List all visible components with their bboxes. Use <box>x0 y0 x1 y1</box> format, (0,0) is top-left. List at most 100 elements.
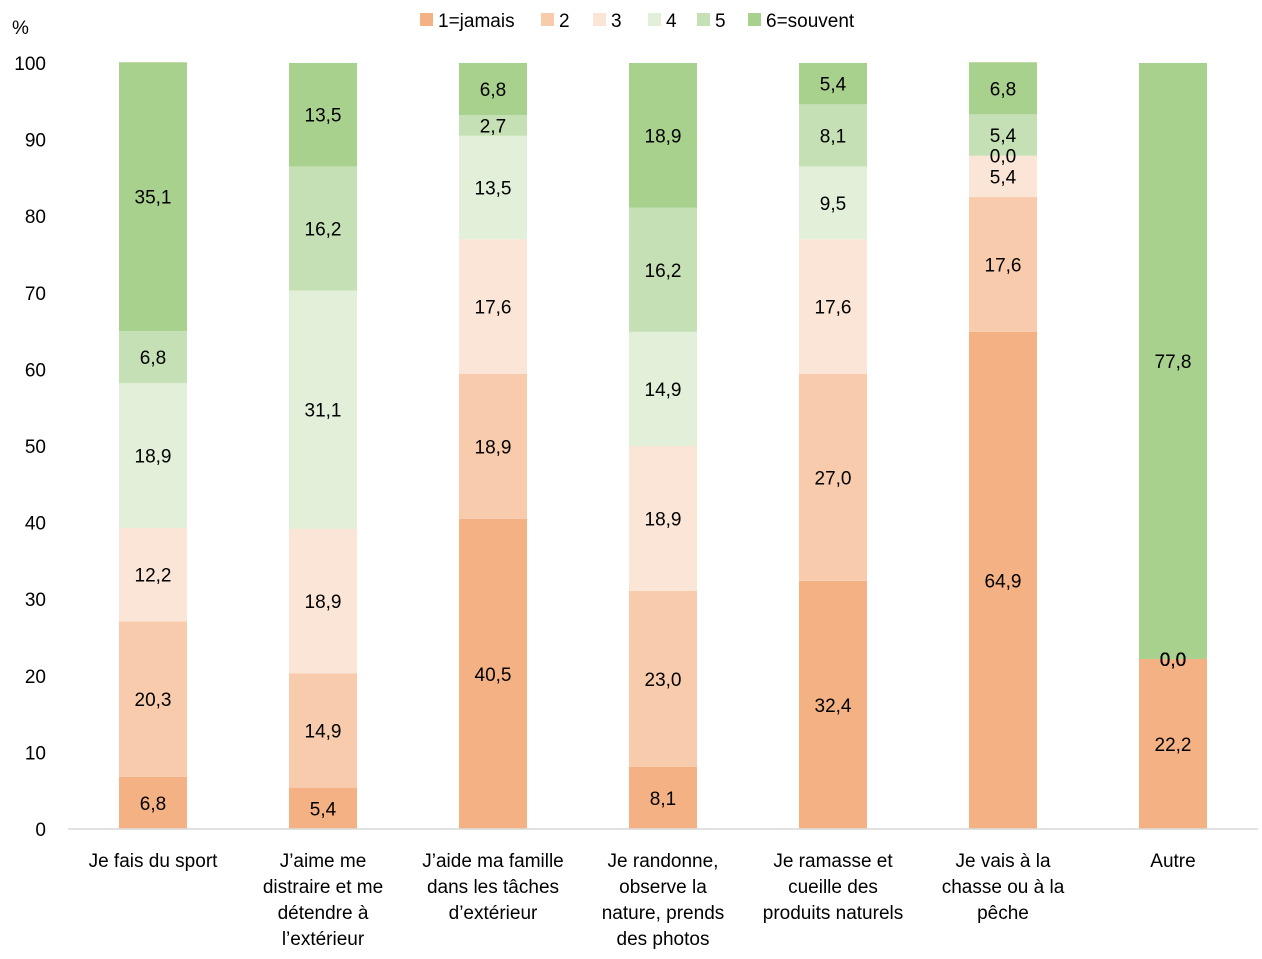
bar-segment <box>969 62 1037 115</box>
data-label: 22,2 <box>1155 735 1192 756</box>
bar-segment <box>629 331 697 446</box>
data-label: 77,8 <box>1155 352 1192 373</box>
data-label: 0,0 <box>1160 650 1186 671</box>
data-label: 18,9 <box>645 126 682 147</box>
y-tick-label: 30 <box>25 590 46 611</box>
bar-segment <box>119 621 187 777</box>
y-axis: 0 10 20 30 40 50 60 70 80 90 100 <box>14 54 46 841</box>
data-label: 14,9 <box>305 722 342 743</box>
data-label: 0,0 <box>1160 650 1186 671</box>
data-labels: 6,8 20,3 12,2 18,9 6,8 35,1 5,4 14,9 18,9 31,1 16,… <box>135 75 1192 821</box>
data-label: 5,4 <box>820 75 847 96</box>
bar-segment <box>799 239 867 374</box>
bar-segment <box>799 166 867 240</box>
bar-segment <box>969 197 1037 332</box>
legend-swatch <box>748 13 761 26</box>
x-category-label: Je vais à la chasse ou à la pêche <box>942 851 1065 924</box>
data-label: 18,9 <box>475 437 512 458</box>
bar-segment <box>289 290 357 529</box>
legend-swatch <box>648 13 661 26</box>
data-label: 8,1 <box>650 789 676 810</box>
data-label: 9,5 <box>820 194 846 215</box>
data-label: 5,4 <box>990 126 1017 147</box>
data-label: 18,9 <box>135 447 172 468</box>
bar-segment <box>799 104 867 167</box>
bar-segment <box>799 63 867 105</box>
bars <box>119 62 1207 829</box>
x-category-label: Je fais du sport <box>89 851 219 872</box>
bar-segment <box>289 528 357 674</box>
x-category-label: Je randonne, observe la nature, prends des … <box>602 851 725 950</box>
data-label: 27,0 <box>815 468 852 489</box>
y-tick-label: 0 <box>35 820 46 841</box>
legend-label: 1=jamais <box>438 11 515 32</box>
data-label: 12,2 <box>135 566 172 587</box>
data-label: 0,0 <box>990 147 1016 168</box>
bar-segment <box>1139 63 1207 659</box>
legend-label: 5 <box>715 11 726 32</box>
data-label: 16,2 <box>645 261 682 282</box>
bar-segment <box>629 63 697 208</box>
bar-segment <box>459 373 527 519</box>
y-tick-label: 70 <box>25 284 46 305</box>
legend-label: 6=souvent <box>766 11 855 32</box>
y-tick-label: 90 <box>25 131 46 152</box>
data-label: 6,8 <box>140 794 166 815</box>
data-label: 16,2 <box>305 219 342 240</box>
data-label: 40,5 <box>475 665 512 686</box>
y-tick-label: 40 <box>25 514 46 535</box>
data-label: 23,0 <box>645 670 682 691</box>
bar-segment <box>459 115 527 136</box>
bar-segment <box>969 331 1037 829</box>
data-label: 20,3 <box>135 690 172 711</box>
x-category-label: Autre <box>1150 851 1195 872</box>
bar-segment <box>459 518 527 829</box>
bar-segment <box>629 446 697 591</box>
bar-segment <box>629 590 697 767</box>
data-label: 32,4 <box>815 696 852 717</box>
data-label: 17,6 <box>985 255 1022 276</box>
bar-segment <box>289 673 357 788</box>
data-label: 17,6 <box>815 298 852 319</box>
data-label: 35,1 <box>135 188 172 209</box>
bar-segment <box>459 135 527 240</box>
y-tick-label: 50 <box>25 437 46 458</box>
x-category-label: J’aime me distraire et me détendre à l’exté… <box>263 851 383 950</box>
legend-label: 3 <box>611 11 622 32</box>
bar-segment <box>969 114 1037 156</box>
data-label: 5,4 <box>990 167 1017 188</box>
bar-segment <box>119 383 187 528</box>
data-label: 6,8 <box>990 79 1016 100</box>
data-label: 8,1 <box>820 126 846 147</box>
bar-segment <box>119 62 187 332</box>
data-label: 6,8 <box>140 348 166 369</box>
legend-swatch <box>541 13 554 26</box>
data-label: 17,6 <box>475 298 512 319</box>
bar-segment <box>289 166 357 291</box>
data-label: 6,8 <box>480 80 506 101</box>
data-label: 5,4 <box>310 799 337 820</box>
legend-swatch <box>593 13 606 26</box>
bar-segment <box>459 239 527 374</box>
data-label: 31,1 <box>305 401 342 422</box>
bar-segment <box>629 766 697 829</box>
data-label: 64,9 <box>985 571 1022 592</box>
bar-segment <box>119 776 187 829</box>
y-tick-label: 100 <box>14 54 46 75</box>
y-tick-label: 80 <box>25 207 46 228</box>
bar-segment <box>629 207 697 332</box>
data-label: 18,9 <box>645 509 682 530</box>
bar-segment <box>289 63 357 167</box>
bar-segment <box>799 373 867 581</box>
y-tick-label: 60 <box>25 360 46 381</box>
bar-segment <box>119 331 187 384</box>
bar-segment <box>1139 658 1207 829</box>
data-label: 13,5 <box>305 106 342 127</box>
x-axis: Je fais du sport J’aime me distraire et me… <box>89 851 1196 950</box>
legend: 1=jamais 2 3 4 5 6=souvent <box>420 11 855 32</box>
legend-swatch <box>420 13 433 26</box>
data-label: 14,9 <box>645 380 682 401</box>
data-label: 18,9 <box>305 592 342 613</box>
x-category-label: J’aide ma famille dans les tâches d’extéri… <box>422 851 564 924</box>
